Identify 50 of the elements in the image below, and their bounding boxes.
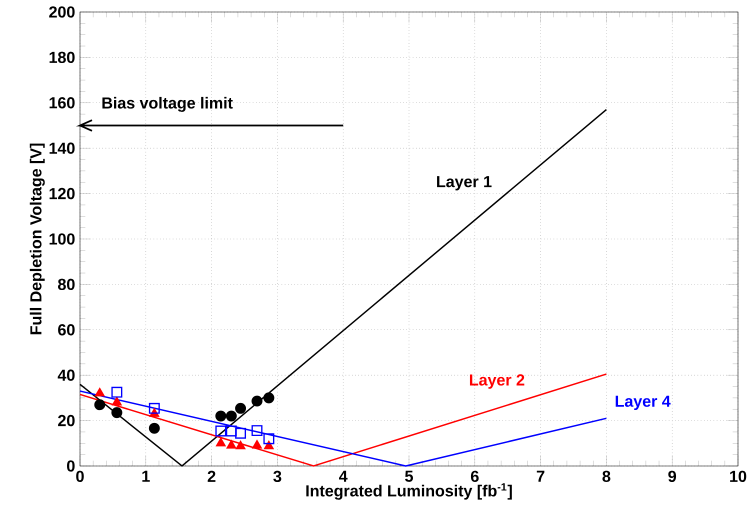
point (252, 440, 262, 449)
point (264, 440, 274, 450)
y-tick-label: 40 (58, 370, 75, 381)
point (226, 410, 237, 422)
point (252, 425, 262, 436)
y-axis-title: Full Depletion Voltage [V] (30, 144, 45, 334)
x-tick-label: 5 (405, 470, 413, 482)
x-tick-label: 6 (470, 470, 479, 482)
y-tick-label: 200 (49, 6, 75, 18)
point (263, 433, 274, 444)
x-tick-label: 8 (602, 470, 610, 482)
y-tick-label: 120 (50, 188, 75, 200)
y-tick-label: 20 (58, 414, 75, 426)
y-tick-label: 80 (58, 278, 75, 290)
ref-line-label: Bias voltage limit (102, 96, 233, 112)
x-tick-label: 9 (668, 470, 676, 482)
point (112, 396, 122, 406)
x-tick-label: 1 (142, 470, 150, 482)
point (215, 410, 226, 422)
point (235, 402, 246, 414)
point (216, 438, 226, 446)
point (226, 440, 236, 449)
x-tick-label: 7 (536, 470, 544, 482)
point (94, 388, 105, 396)
y-tick-label: 160 (50, 97, 75, 108)
series-label: Layer 1 (437, 176, 492, 190)
x-tick-label: 3 (273, 470, 282, 482)
point (148, 402, 160, 414)
x-tick-label: 4 (339, 470, 348, 482)
point (226, 426, 237, 436)
point (215, 426, 226, 436)
x-tick-label: 2 (208, 470, 216, 482)
point (235, 428, 246, 439)
point (111, 386, 122, 398)
series-label: Layer 4 (616, 396, 671, 410)
point (263, 392, 274, 404)
x-tick-label: 10 (730, 470, 746, 482)
y-tick-label: 0 (67, 460, 75, 472)
x-tick-label: 0 (76, 470, 84, 482)
point (111, 407, 122, 418)
y-tick-label: 60 (58, 324, 75, 336)
point (236, 440, 246, 450)
x-axis-title: Integrated Luminosity [fb$^{-1}$] (306, 483, 512, 500)
point (94, 399, 106, 410)
y-tick-label: 140 (50, 142, 75, 154)
series-label: Layer 2 (470, 374, 524, 389)
point (252, 396, 262, 407)
y-tick-label: 180 (50, 52, 75, 64)
point (148, 422, 160, 434)
y-tick-label: 100 (50, 233, 75, 245)
